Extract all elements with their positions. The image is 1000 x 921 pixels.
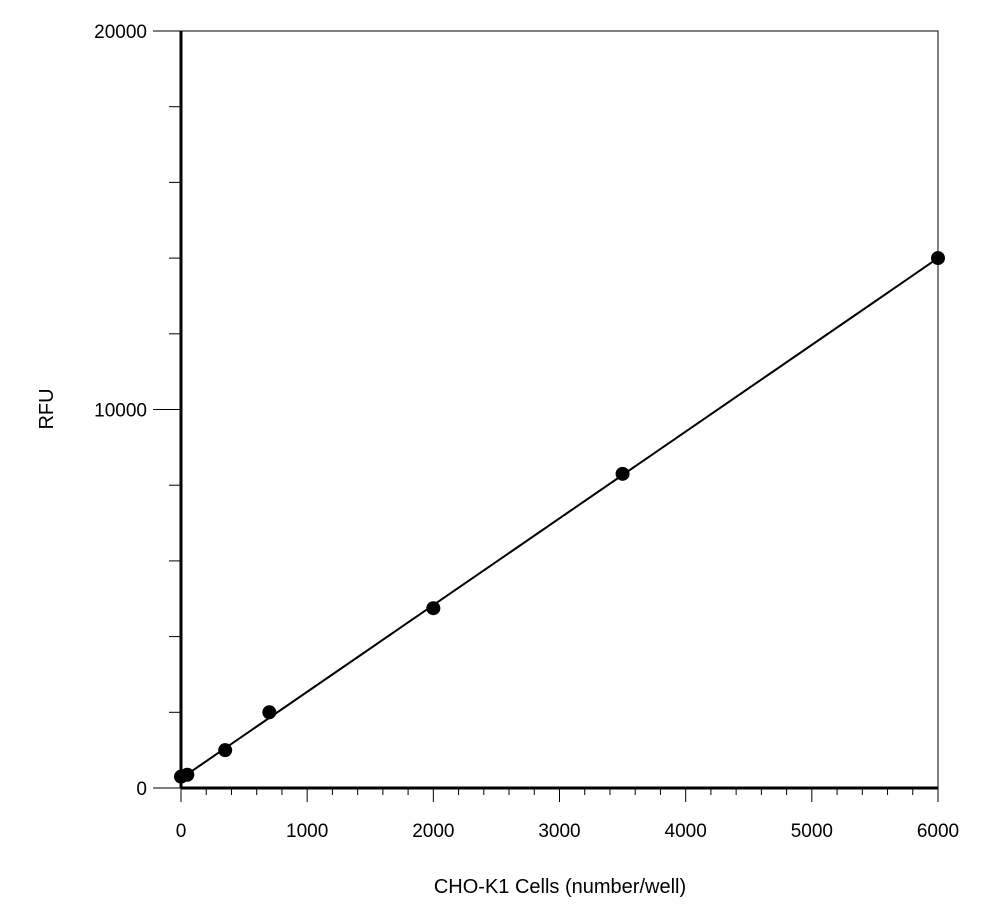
data-point xyxy=(218,743,233,758)
data-point xyxy=(262,705,277,720)
x-tick-label: 6000 xyxy=(917,821,959,842)
data-point xyxy=(180,767,195,782)
plot-frame xyxy=(180,30,939,789)
x-axis-ticks: 0 1000 2000 3000 4000 5000 6000 xyxy=(176,788,959,842)
data-point xyxy=(426,601,441,616)
x-tick-label: 5000 xyxy=(791,821,833,842)
data-point xyxy=(931,251,945,266)
x-tick-label: 0 xyxy=(176,821,187,842)
x-tick-label: 4000 xyxy=(665,821,707,842)
data-points-layer xyxy=(174,251,945,784)
x-tick-label: 3000 xyxy=(538,821,580,842)
x-axis-title: CHO-K1 Cells (number/well) xyxy=(434,876,686,898)
y-tick-label: 10000 xyxy=(94,401,147,422)
linear-fit-line xyxy=(180,257,939,780)
y-axis-title: RFU xyxy=(36,388,58,429)
y-tick-label: 20000 xyxy=(94,22,147,43)
fit-line-layer xyxy=(180,257,939,780)
x-tick-label: 1000 xyxy=(286,821,328,842)
x-tick-label: 2000 xyxy=(412,821,454,842)
data-point xyxy=(615,466,630,481)
y-axis-ticks: 0 10000 20000 xyxy=(94,22,181,800)
y-tick-label: 0 xyxy=(136,779,147,800)
